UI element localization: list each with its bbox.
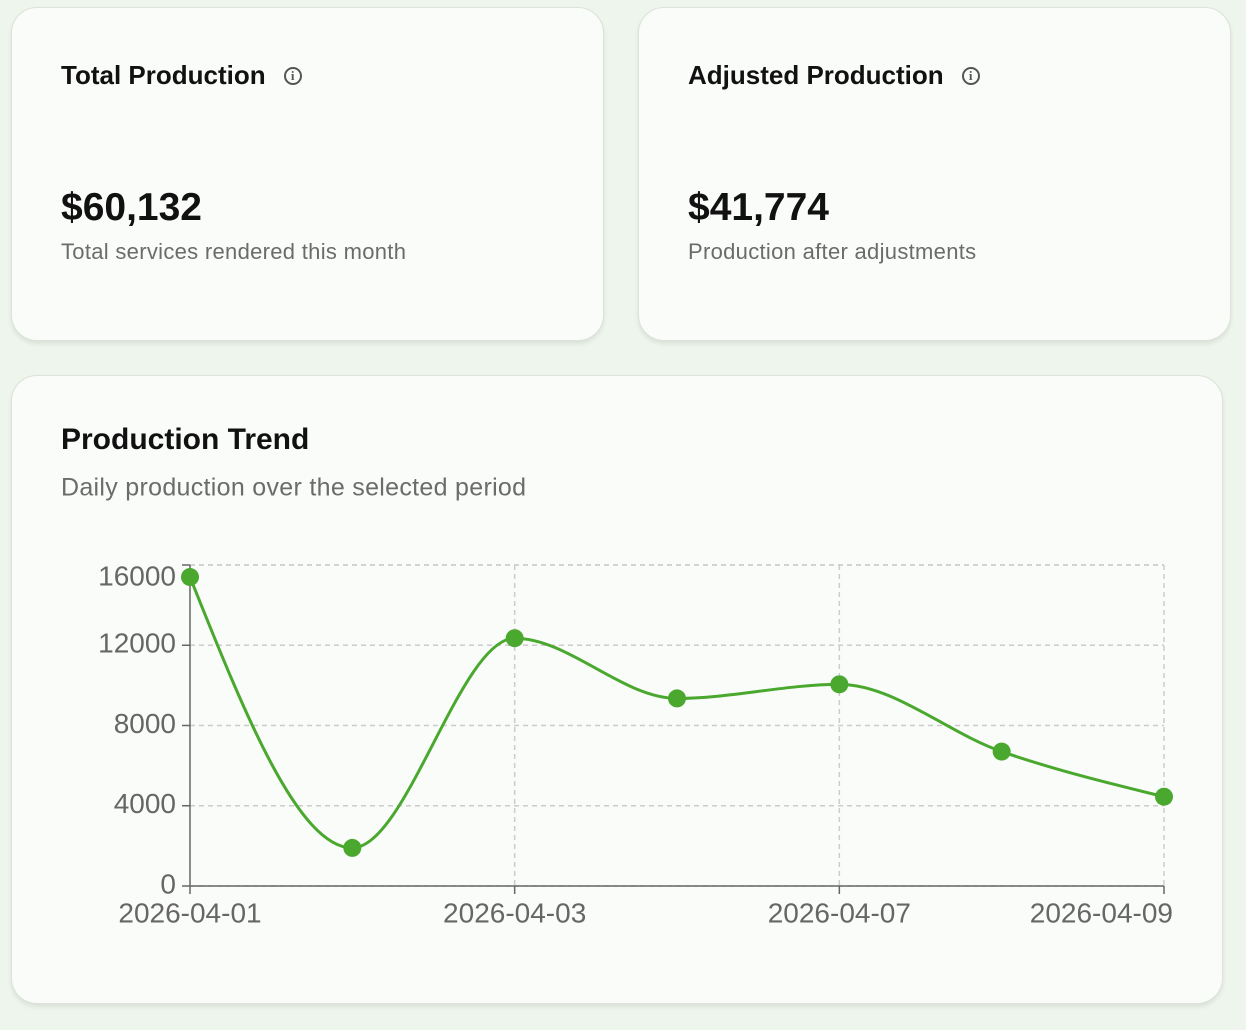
info-icon[interactable]: i — [961, 66, 980, 85]
card-title-row: Adjusted Production i — [688, 60, 980, 91]
point — [992, 742, 1011, 761]
info-icon[interactable]: i — [283, 66, 302, 85]
card-description: Production after adjustments — [688, 239, 977, 264]
y-tick-label: 0 — [160, 868, 176, 899]
card-title-row: Total Production i — [61, 60, 302, 91]
point — [343, 838, 362, 857]
point — [668, 689, 686, 708]
x-tick-label: 2026-04-07 — [768, 897, 911, 928]
card: Adjusted Production i $41,774 Production … — [638, 7, 1231, 341]
x-tick-label: 2026-04-09 — [1030, 897, 1173, 928]
x-tick-label: 2026-04-01 — [118, 897, 261, 928]
chart-subtitle: Daily production over the selected perio… — [61, 474, 526, 502]
y-tick-label: 8000 — [114, 708, 176, 739]
point — [181, 568, 199, 587]
y-tick-label: 4000 — [114, 788, 176, 819]
card: Total Production i $60,132 Total services… — [11, 7, 604, 341]
y-tick-label: 12000 — [98, 628, 176, 659]
card-title: Total Production — [61, 60, 266, 90]
point — [1155, 787, 1173, 806]
chart-title: Production Trend — [61, 423, 309, 456]
x-tick-label: 2026-04-03 — [443, 897, 586, 928]
card-value: $41,774 — [688, 186, 829, 229]
chart-card — [11, 375, 1223, 1004]
card-description: Total services rendered this month — [61, 239, 407, 264]
point — [830, 675, 849, 694]
y-tick-label: 16000 — [98, 560, 176, 591]
card-title: Adjusted Production — [688, 60, 944, 90]
card-value: $60,132 — [61, 186, 202, 229]
line — [188, 576, 1165, 850]
point — [505, 629, 524, 648]
